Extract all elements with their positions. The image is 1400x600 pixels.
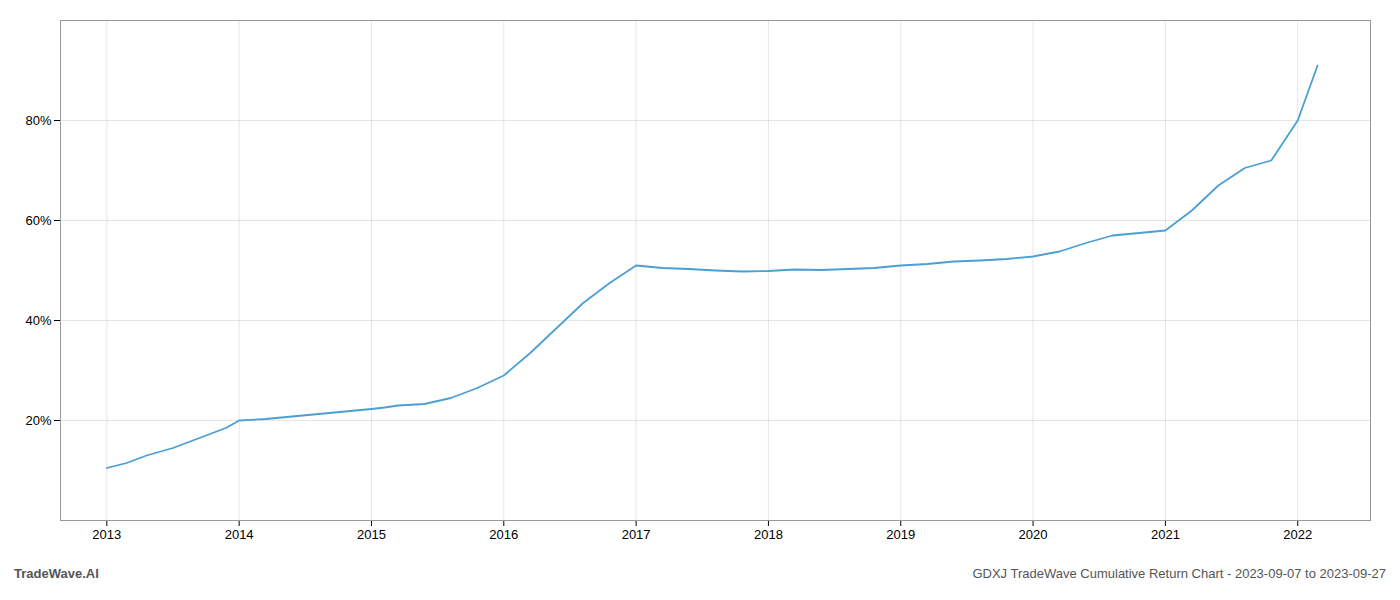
svg-text:40%: 40%	[25, 313, 51, 328]
svg-text:2022: 2022	[1283, 527, 1312, 542]
svg-text:2018: 2018	[754, 527, 783, 542]
svg-text:2020: 2020	[1019, 527, 1048, 542]
svg-text:2017: 2017	[622, 527, 651, 542]
svg-text:2019: 2019	[886, 527, 915, 542]
svg-text:80%: 80%	[25, 113, 51, 128]
svg-text:2015: 2015	[357, 527, 386, 542]
svg-text:2016: 2016	[489, 527, 518, 542]
svg-text:2013: 2013	[92, 527, 121, 542]
html-text:TradeWave.AI: TradeWave.AI	[14, 566, 99, 581]
svg-text:60%: 60%	[25, 213, 51, 228]
html-text:GDXJ TradeWave Cumulative Retu: GDXJ TradeWave Cumulative Return Chart -…	[972, 566, 1386, 581]
svg-text:2021: 2021	[1151, 527, 1180, 542]
svg-text:2014: 2014	[225, 527, 254, 542]
svg-text:20%: 20%	[25, 413, 51, 428]
